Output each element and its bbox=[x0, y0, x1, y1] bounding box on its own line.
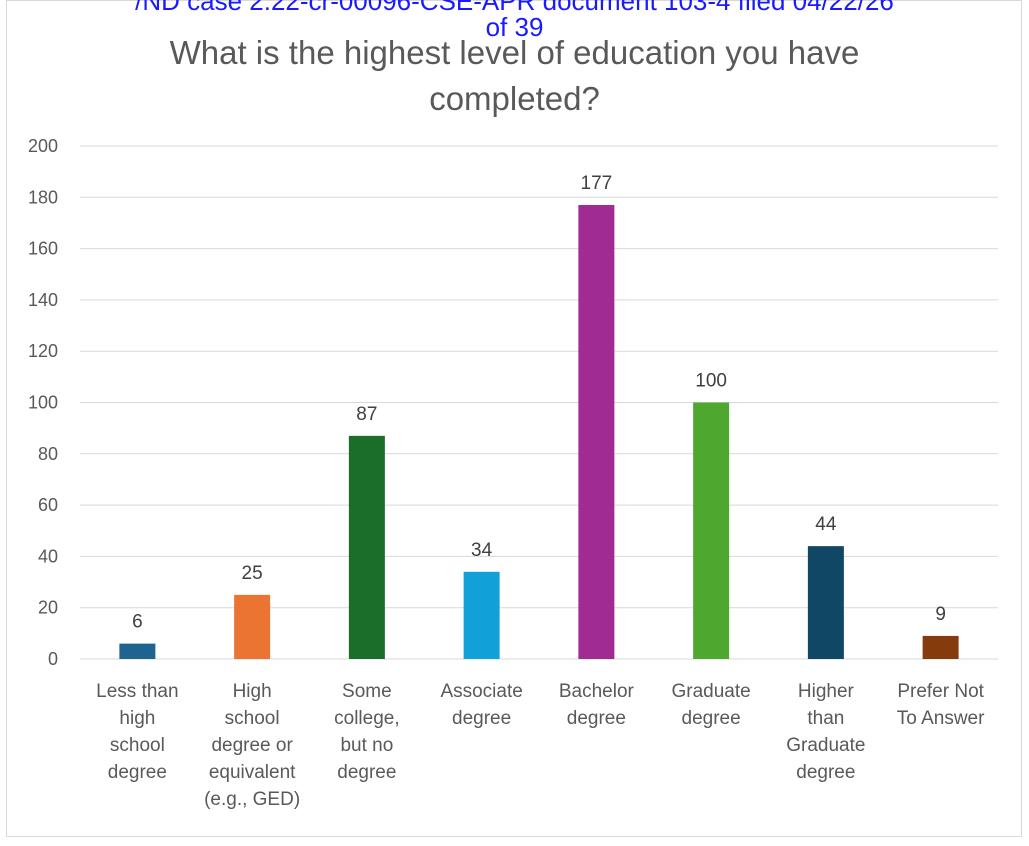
x-category-label: Less than high school degree bbox=[96, 681, 178, 783]
x-category-label-line: Associate bbox=[440, 681, 522, 702]
x-category-label-line: Bachelor bbox=[559, 681, 635, 702]
chart-title: What is the highest level of education y… bbox=[0, 30, 1029, 122]
x-category-label: High school degree or equivalent (e.g., GED) bbox=[204, 681, 300, 810]
y-tick-label: 20 bbox=[38, 598, 58, 618]
y-tick-label: 140 bbox=[28, 290, 58, 310]
x-category-label: Higher than Graduate degree bbox=[786, 681, 865, 783]
x-category-label: Associate degree bbox=[440, 681, 522, 729]
y-tick-label: 60 bbox=[38, 495, 58, 515]
x-category-label-line: Less than bbox=[96, 681, 178, 702]
x-category-label-line: college, bbox=[334, 708, 400, 729]
x-category-label-line: Higher bbox=[798, 681, 855, 702]
x-category-label-line: degree or bbox=[211, 735, 293, 756]
data-label: 34 bbox=[471, 540, 493, 561]
bar bbox=[578, 204, 615, 659]
bar bbox=[119, 643, 156, 659]
bar bbox=[807, 546, 844, 659]
y-tick-label: 0 bbox=[48, 649, 58, 669]
data-label: 25 bbox=[242, 563, 263, 584]
x-category-label-line: (e.g., GED) bbox=[204, 789, 300, 810]
bar bbox=[922, 635, 959, 659]
x-category-label-line: high bbox=[119, 708, 155, 729]
chart-frame bbox=[6, 0, 1022, 837]
x-category-label-line: Graduate bbox=[786, 735, 865, 756]
data-label: 100 bbox=[695, 371, 727, 392]
x-category-label-line: Graduate bbox=[672, 681, 751, 702]
x-category-label: Bachelor degree bbox=[559, 681, 635, 729]
bar bbox=[348, 435, 385, 659]
y-tick-label: 200 bbox=[28, 136, 58, 156]
data-label: 6 bbox=[132, 612, 143, 633]
y-tick-label: 180 bbox=[28, 187, 58, 207]
x-category-label-line: than bbox=[807, 708, 844, 729]
bar bbox=[234, 594, 271, 659]
x-category-label-line: degree bbox=[682, 708, 741, 729]
x-category-label-line: degree bbox=[337, 762, 396, 783]
y-axis-tick-labels: 0 20 40 60 80 100 120 140 160 180 200 bbox=[28, 136, 58, 669]
y-tick-label: 80 bbox=[38, 444, 58, 464]
data-labels: 6 25 87 34 177 100 44 9 bbox=[132, 173, 946, 633]
bar bbox=[463, 571, 500, 659]
x-category-label-line: Some bbox=[342, 681, 392, 702]
x-category-label-line: degree bbox=[796, 762, 855, 783]
data-label: 87 bbox=[356, 404, 377, 425]
data-label: 177 bbox=[581, 173, 613, 194]
x-category-label: Graduate degree bbox=[672, 681, 751, 729]
x-category-label: Some college, but no degree bbox=[334, 681, 400, 783]
x-category-label-line: To Answer bbox=[897, 708, 985, 729]
gridlines bbox=[80, 145, 998, 660]
chart-title-line-1: What is the highest level of education y… bbox=[169, 34, 860, 71]
x-category-label-line: High bbox=[233, 681, 272, 702]
x-category-label-line: Prefer Not bbox=[897, 681, 984, 702]
court-header-page-count: of 39 bbox=[485, 12, 544, 42]
chart-title-line-2: completed? bbox=[429, 80, 600, 117]
x-category-label-line: school bbox=[110, 735, 165, 756]
y-tick-label: 120 bbox=[28, 341, 58, 361]
y-tick-label: 100 bbox=[28, 393, 58, 413]
x-axis-category-labels: Less than high school degree High school degre… bbox=[96, 681, 985, 810]
x-category-label-line: degree bbox=[452, 708, 511, 729]
data-label: 9 bbox=[935, 604, 946, 625]
bar bbox=[693, 402, 730, 659]
x-category-label-line: equivalent bbox=[209, 762, 296, 783]
x-category-label: Prefer Not To Answer bbox=[897, 681, 985, 729]
x-category-label-line: degree bbox=[108, 762, 167, 783]
y-tick-label: 160 bbox=[28, 239, 58, 259]
x-category-label-line: but no bbox=[340, 735, 393, 756]
bars bbox=[119, 204, 959, 659]
x-category-label-line: school bbox=[225, 708, 280, 729]
y-tick-label: 40 bbox=[38, 546, 58, 566]
court-header-stamp: /ND case 2:22-cr-00096-CSE-APR document … bbox=[0, 0, 1029, 14]
data-label: 44 bbox=[815, 514, 837, 535]
x-category-label-line: degree bbox=[567, 708, 626, 729]
